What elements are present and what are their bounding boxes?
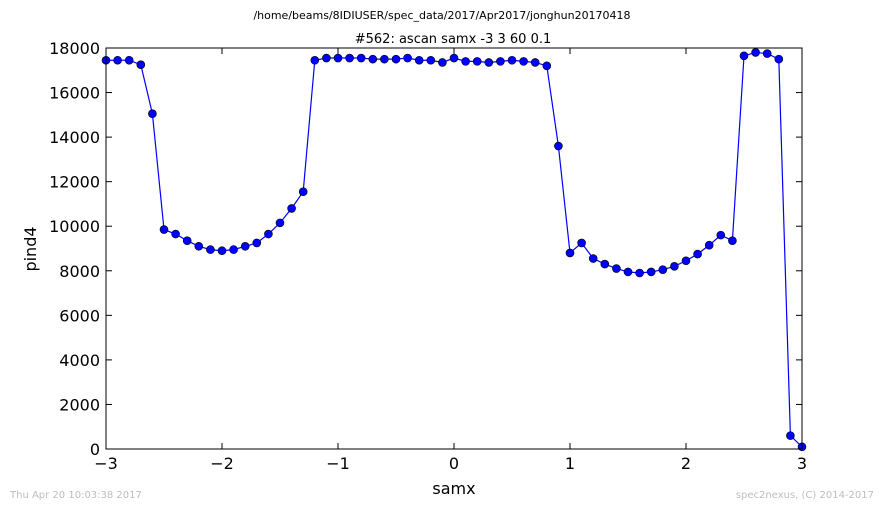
data-point (646, 267, 656, 277)
chart-suptitle: /home/beams/8IDIUSER/spec_data/2017/Apr2… (253, 9, 630, 22)
data-point (728, 236, 737, 245)
data-point (600, 259, 610, 269)
data-point (461, 57, 470, 66)
data-point (182, 236, 192, 245)
data-point (136, 60, 146, 70)
data-point (484, 58, 494, 67)
data-point (438, 58, 447, 67)
y-tick-label: 6000 (59, 306, 100, 325)
data-point (217, 246, 227, 256)
series-pind4 (101, 48, 807, 452)
data-point (229, 245, 238, 254)
y-tick-label: 16000 (49, 84, 100, 103)
data-point (171, 229, 180, 239)
data-point (159, 225, 169, 234)
data-point (786, 431, 795, 440)
data-point (472, 57, 482, 66)
data-point (739, 51, 749, 61)
data-point (565, 248, 575, 258)
data-point (333, 53, 343, 63)
x-tick-label: −3 (94, 454, 118, 473)
x-tick-label: 2 (681, 454, 691, 473)
data-point (774, 54, 784, 64)
x-tick-label: −1 (326, 454, 350, 473)
y-tick-label: 4000 (59, 351, 100, 370)
data-point (264, 229, 273, 239)
data-point (762, 49, 772, 58)
footer-credit: spec2nexus, (C) 2014-2017 (735, 490, 874, 501)
data-point (588, 254, 598, 263)
x-tick-label: −2 (210, 454, 234, 473)
data-point (298, 187, 308, 196)
x-tick-label: 0 (449, 454, 459, 473)
data-point (310, 55, 320, 65)
y-tick-label: 14000 (49, 128, 100, 147)
data-point (380, 54, 389, 64)
data-point (635, 268, 644, 278)
footer-timestamp: Thu Apr 20 10:03:38 2017 (10, 490, 142, 501)
data-point (240, 241, 250, 251)
x-axis-label: samx (432, 479, 475, 498)
y-tick-label: 0 (90, 440, 100, 459)
data-point (403, 53, 412, 63)
data-point (345, 53, 354, 63)
chart-title: #562: ascan samx -3 3 60 0.1 (355, 32, 552, 47)
y-tick-labels: 0 2000 4000 6000 8000 10000 12000 14000 16000 180… (49, 39, 100, 459)
x-tick-labels: −3 −2 −1 0 1 2 3 (94, 454, 807, 473)
data-point (623, 267, 633, 277)
data-point (194, 241, 204, 251)
data-point (507, 55, 517, 65)
y-tick-label: 8000 (59, 262, 100, 281)
y-tick-label: 18000 (49, 39, 100, 58)
x-tick-label: 3 (797, 454, 807, 473)
y-tick-label: 12000 (49, 173, 100, 192)
y-tick-label: 10000 (49, 217, 100, 236)
data-point (670, 262, 679, 271)
data-point (693, 249, 702, 259)
data-point (577, 238, 586, 248)
data-point (542, 61, 552, 71)
data-point (519, 57, 528, 66)
data-point (275, 218, 285, 228)
data-point (716, 230, 726, 240)
data-point (124, 55, 134, 65)
data-point (206, 245, 215, 254)
axis-ticks (105, 47, 803, 450)
plot-frame (105, 47, 803, 450)
y-tick-label: 2000 (59, 395, 100, 414)
y-axis-label: pind4 (21, 226, 40, 271)
data-point (530, 58, 540, 67)
data-point (449, 53, 459, 63)
data-point (704, 240, 714, 250)
data-point (148, 109, 157, 119)
data-point (356, 53, 366, 63)
x-tick-label: 1 (565, 454, 575, 473)
data-point (391, 54, 401, 64)
data-point (368, 54, 378, 64)
data-point (426, 55, 436, 65)
data-point (612, 264, 621, 273)
data-point (681, 256, 691, 266)
data-point (287, 204, 296, 213)
data-point (751, 48, 760, 57)
data-point (414, 55, 424, 65)
data-point (113, 55, 122, 65)
data-point (252, 238, 262, 248)
data-point (554, 141, 563, 151)
data-point (658, 265, 668, 274)
data-point (322, 53, 331, 63)
data-point (496, 57, 505, 66)
